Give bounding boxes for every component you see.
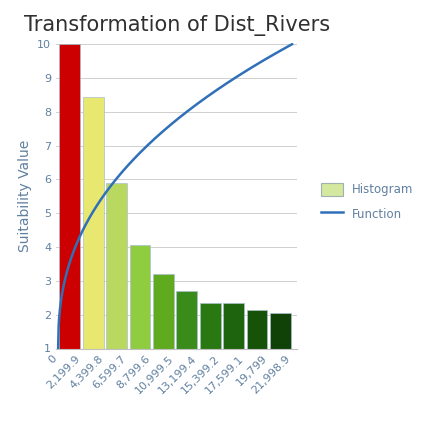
Bar: [176, 291, 197, 348]
Bar: [246, 310, 267, 348]
Bar: [106, 183, 127, 348]
Bar: [269, 313, 290, 348]
Bar: [200, 303, 220, 348]
Bar: [83, 96, 103, 348]
Bar: [223, 303, 243, 348]
Title: Transformation of Dist_Rivers: Transformation of Dist_Rivers: [24, 15, 329, 37]
Bar: [153, 274, 173, 348]
Y-axis label: Suitability Value: Suitability Value: [18, 139, 31, 252]
Bar: [59, 44, 80, 348]
Legend: Histogram, Function: Histogram, Function: [315, 177, 418, 227]
Bar: [129, 245, 150, 348]
